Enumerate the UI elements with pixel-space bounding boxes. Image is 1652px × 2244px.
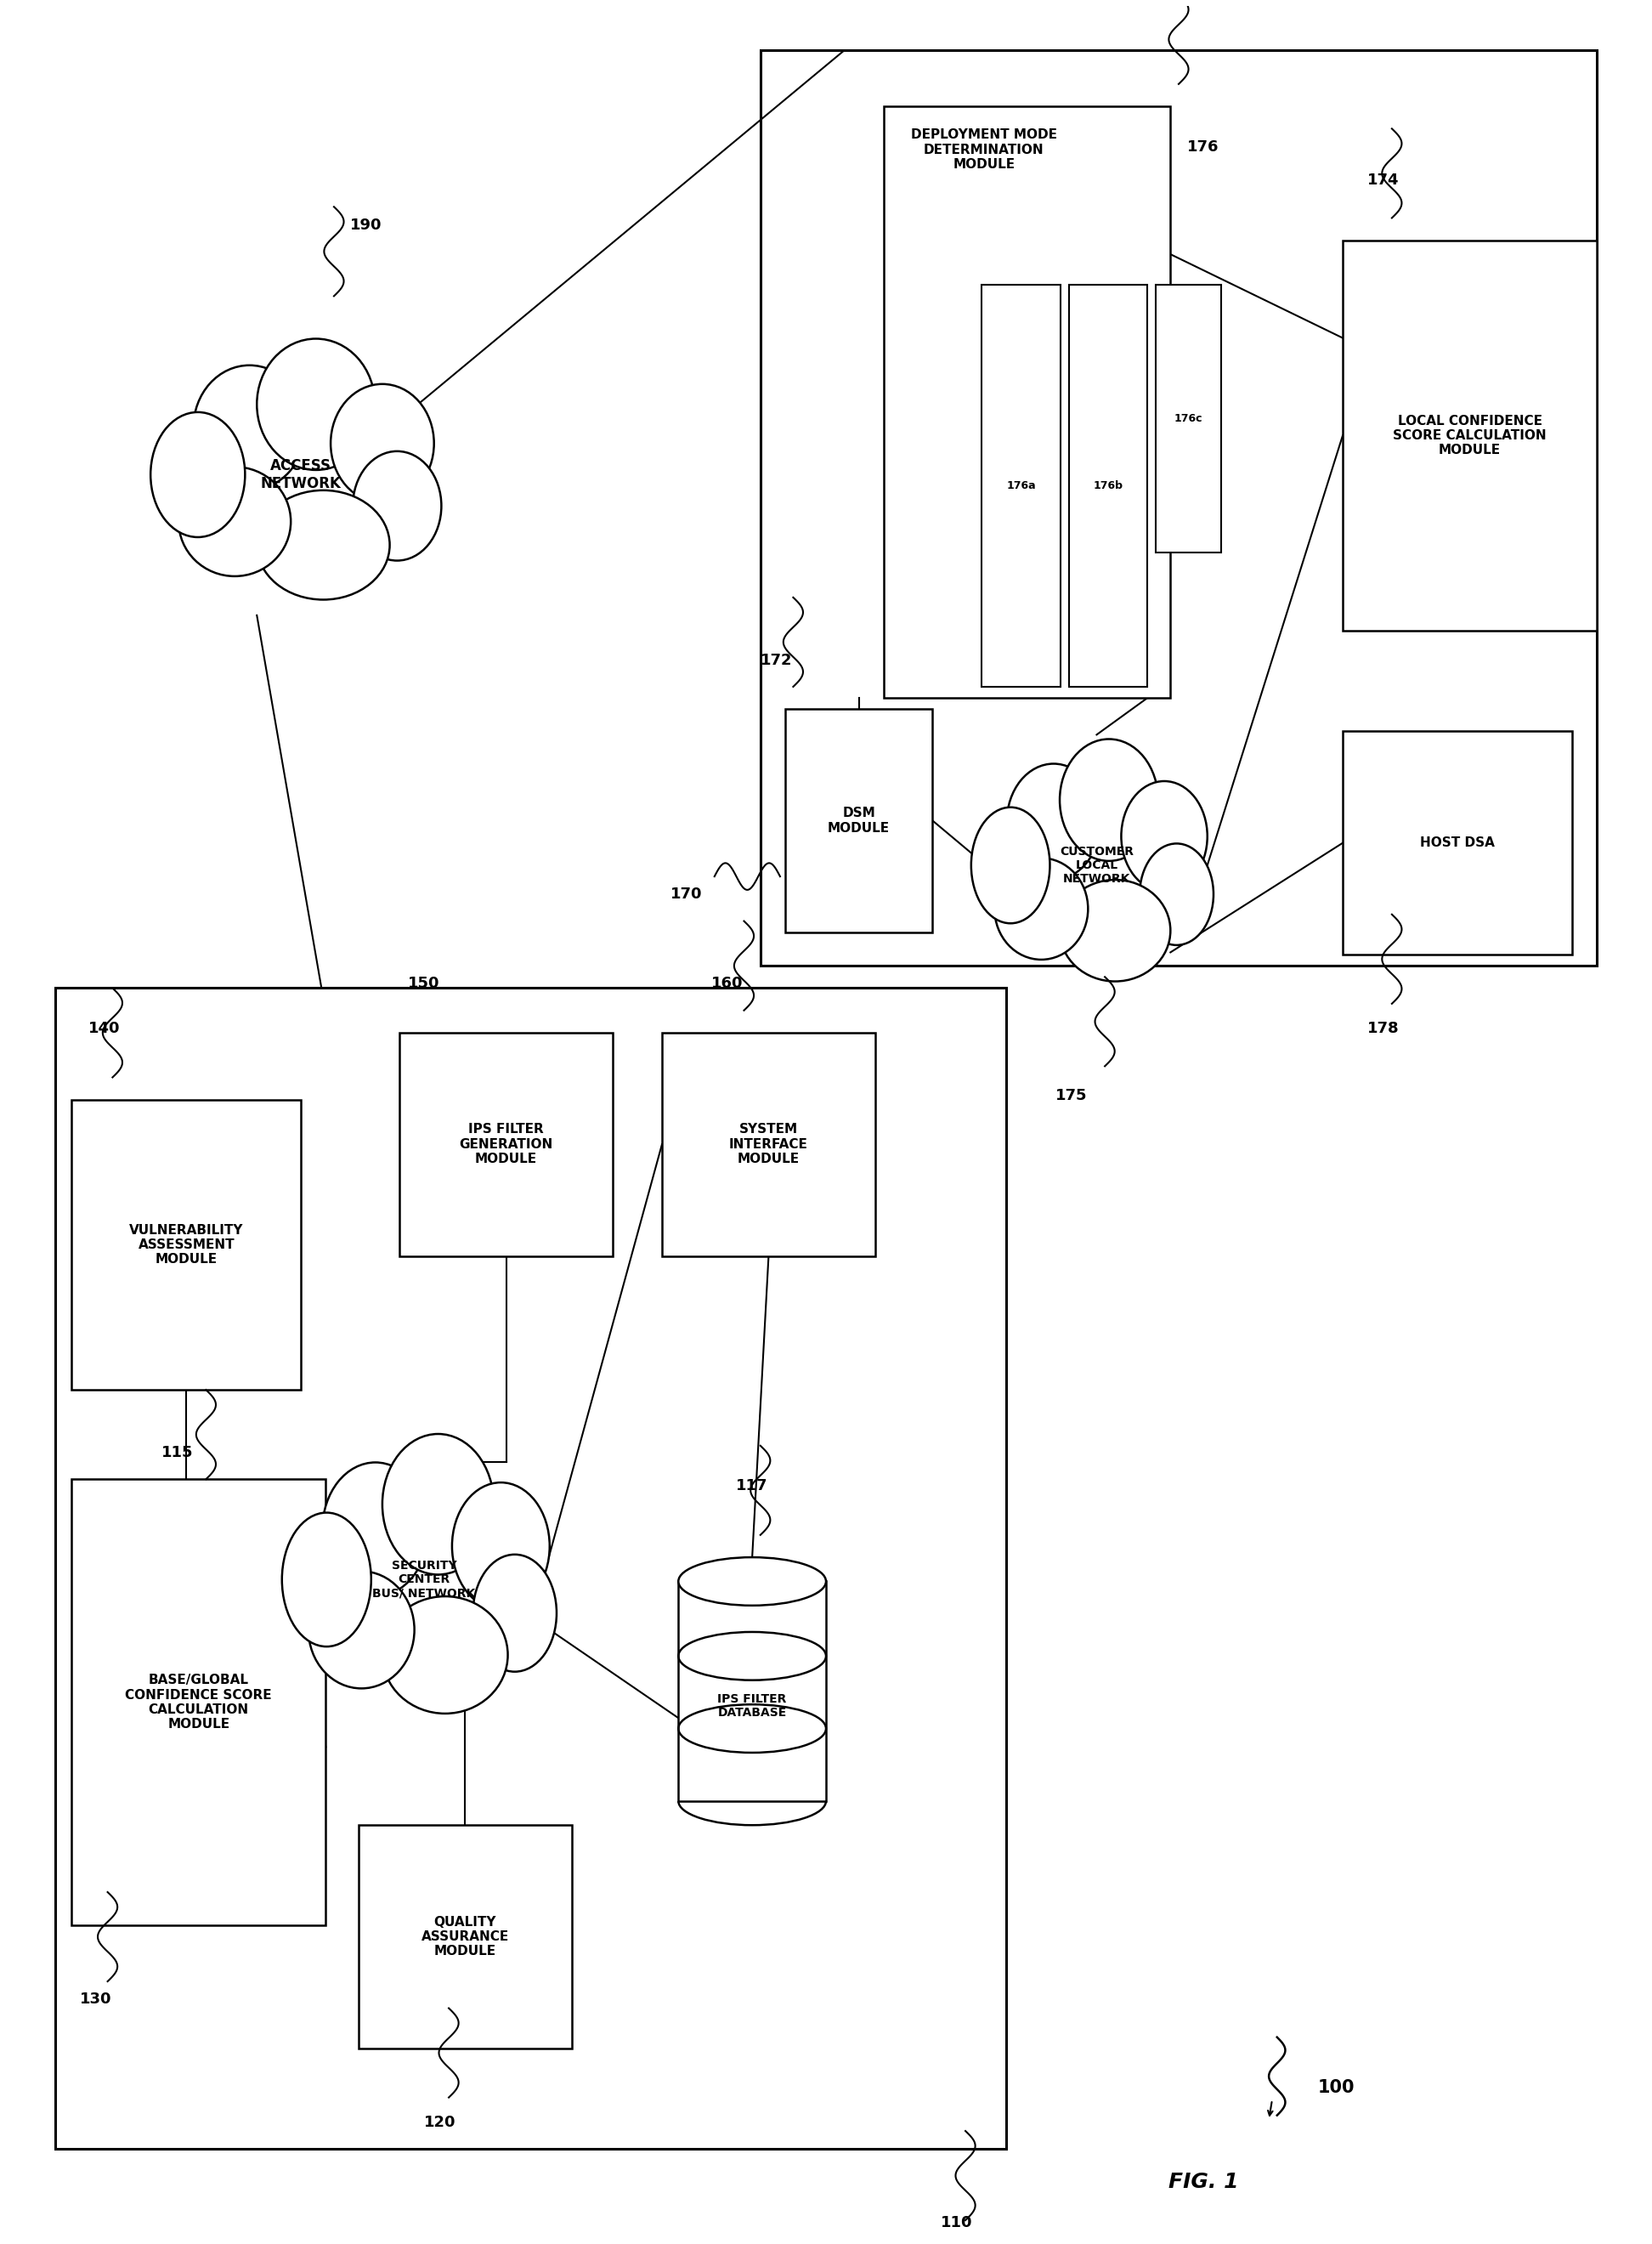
Text: BASE/GLOBAL
CONFIDENCE SCORE
CALCULATION
MODULE: BASE/GLOBAL CONFIDENCE SCORE CALCULATION… [126,1674,273,1730]
Text: 170: 170 [671,886,702,902]
FancyBboxPatch shape [1343,240,1597,631]
Ellipse shape [1059,738,1158,862]
FancyBboxPatch shape [71,1479,325,1925]
Text: 190: 190 [350,218,382,233]
FancyBboxPatch shape [662,1032,876,1257]
Text: 160: 160 [712,976,743,992]
Ellipse shape [472,1555,557,1672]
Text: 120: 120 [425,2114,456,2130]
Ellipse shape [282,1512,372,1647]
Text: QUALITY
ASSURANCE
MODULE: QUALITY ASSURANCE MODULE [421,1916,509,1959]
Ellipse shape [193,366,306,489]
FancyBboxPatch shape [400,1032,613,1257]
FancyBboxPatch shape [1069,285,1148,687]
Ellipse shape [971,808,1051,922]
Ellipse shape [995,857,1089,960]
FancyBboxPatch shape [55,987,1006,2150]
Text: 174: 174 [1368,173,1399,188]
Text: FIG. 1: FIG. 1 [1168,2172,1239,2192]
FancyBboxPatch shape [71,1100,301,1389]
Text: VULNERABILITY
ASSESSMENT
MODULE: VULNERABILITY ASSESSMENT MODULE [129,1223,243,1266]
Text: 100: 100 [1318,2080,1355,2096]
Ellipse shape [382,1434,494,1575]
Text: 110: 110 [940,2215,973,2231]
Text: 172: 172 [760,653,793,669]
FancyBboxPatch shape [679,1582,826,1802]
FancyBboxPatch shape [1156,285,1221,552]
Text: 176c: 176c [1175,413,1203,424]
Ellipse shape [309,1571,415,1687]
Text: 140: 140 [88,1021,121,1037]
Text: 150: 150 [408,976,439,992]
Text: DEPLOYMENT MODE
DETERMINATION
MODULE: DEPLOYMENT MODE DETERMINATION MODULE [910,128,1057,171]
FancyBboxPatch shape [884,105,1170,698]
Ellipse shape [330,384,434,503]
FancyBboxPatch shape [1343,732,1573,954]
Text: SYSTEM
INTERFACE
MODULE: SYSTEM INTERFACE MODULE [729,1124,808,1165]
Text: 176a: 176a [1006,480,1036,491]
FancyBboxPatch shape [760,52,1597,965]
Ellipse shape [256,339,375,469]
Ellipse shape [453,1483,550,1609]
Ellipse shape [150,413,244,536]
Text: 130: 130 [79,1993,112,2006]
Ellipse shape [178,467,291,577]
Ellipse shape [1140,844,1214,945]
Text: LOCAL CONFIDENCE
SCORE CALCULATION
MODULE: LOCAL CONFIDENCE SCORE CALCULATION MODUL… [1393,415,1546,458]
Ellipse shape [382,1595,507,1714]
FancyBboxPatch shape [358,1824,572,2049]
Ellipse shape [1059,880,1170,981]
Ellipse shape [679,1557,826,1604]
Text: CUSTOMER
LOCAL
NETWORK: CUSTOMER LOCAL NETWORK [1059,846,1133,884]
Text: DSM
MODULE: DSM MODULE [828,808,890,835]
Text: 176b: 176b [1094,480,1123,491]
Text: 176: 176 [1186,139,1219,155]
Text: SECURITY
CENTER
BUS/ NETWORK: SECURITY CENTER BUS/ NETWORK [373,1560,476,1600]
Text: 178: 178 [1368,1021,1399,1037]
Text: 175: 175 [1056,1088,1087,1104]
Ellipse shape [1122,781,1208,891]
Text: IPS FILTER
GENERATION
MODULE: IPS FILTER GENERATION MODULE [459,1124,553,1165]
Ellipse shape [354,451,441,561]
Text: 115: 115 [162,1445,193,1461]
Ellipse shape [1006,763,1100,880]
Text: 117: 117 [735,1479,768,1495]
Ellipse shape [322,1463,428,1595]
Text: ACCESS
NETWORK: ACCESS NETWORK [261,458,342,491]
FancyBboxPatch shape [785,709,933,931]
Text: IPS FILTER
DATABASE: IPS FILTER DATABASE [717,1692,786,1719]
FancyBboxPatch shape [981,285,1061,687]
Ellipse shape [256,489,390,599]
Text: HOST DSA: HOST DSA [1421,837,1495,848]
